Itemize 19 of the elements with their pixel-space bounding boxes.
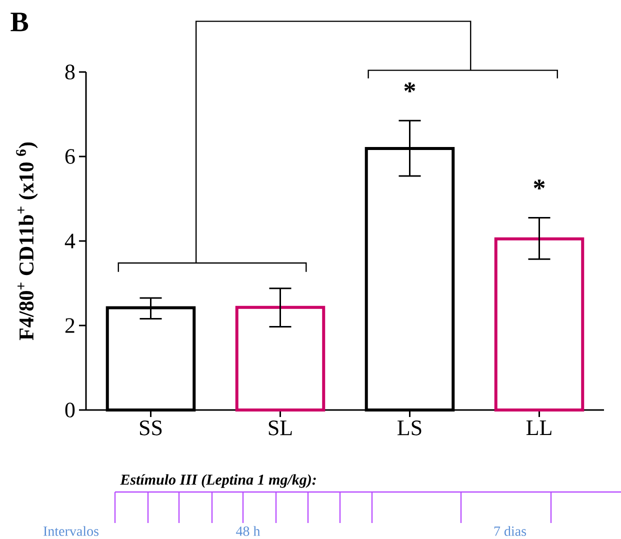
x-tick-label: SS [140,420,162,436]
text: 48 h [236,526,260,536]
text: B [10,12,28,32]
y-tick-label: 4 [64,234,76,248]
x-tick-label: LS [398,420,422,436]
bar [494,237,584,412]
y-tick-label: 2 [65,318,74,333]
text: 7 dias [494,526,526,536]
text: Intervalos [44,526,98,536]
y-axis-title: F4/80$^{+}$ CD11b$^{+}$ (x10 $^{6}$) [16,142,38,340]
x-tick-label: LL [526,420,552,435]
annotation: * [404,82,416,92]
y-tick-label: 6 [65,149,75,164]
text: Estímulo III (Leptina 1 mg/kg): [120,474,316,488]
bar [235,306,326,412]
y-tick-label: 0 [65,402,75,418]
x-tick-label: SL [268,420,292,436]
y-tick-label: 8 [65,64,75,80]
annotation: * [534,180,545,190]
